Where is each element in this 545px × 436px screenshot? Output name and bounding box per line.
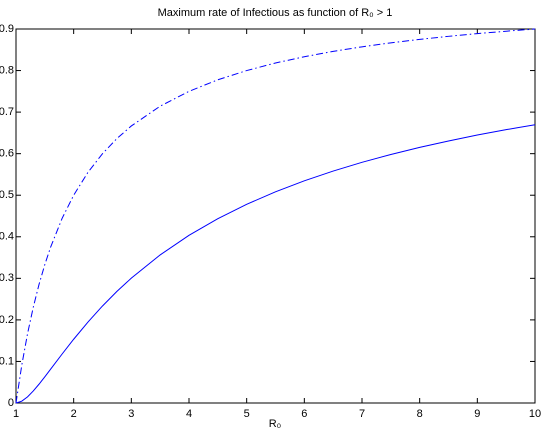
y-tick-label: 0.3	[0, 272, 14, 284]
y-tick-label: 0.6	[0, 148, 14, 160]
x-tick-label: 1	[13, 408, 19, 420]
data-line	[15, 124, 536, 404]
y-tick-label: 0.8	[0, 64, 14, 76]
y-tick-label: 0	[8, 397, 14, 409]
y-tick-label: 0.1	[0, 355, 14, 367]
x-tick-label: 9	[474, 408, 480, 420]
x-tick-label: 4	[186, 408, 192, 420]
y-tick-label: 0.2	[0, 314, 14, 326]
y-tick-label: 0.7	[0, 106, 14, 118]
plot-frame	[15, 28, 536, 404]
x-tick-label: 10	[529, 408, 541, 420]
y-tick-label: 0.9	[0, 23, 14, 35]
chart-title: Maximum rate of Infectious as function o…	[158, 7, 393, 19]
y-tick-label: 0.4	[0, 231, 14, 243]
x-tick-label: 6	[301, 408, 307, 420]
x-tick-label: 7	[359, 408, 365, 420]
x-tick-label: 2	[71, 408, 77, 420]
x-axis-label: R₀	[269, 418, 282, 430]
x-tick-label: 3	[128, 408, 134, 420]
x-tick-label: 8	[417, 408, 423, 420]
x-tick-label: 5	[244, 408, 250, 420]
y-tick-label: 0.5	[0, 189, 14, 201]
